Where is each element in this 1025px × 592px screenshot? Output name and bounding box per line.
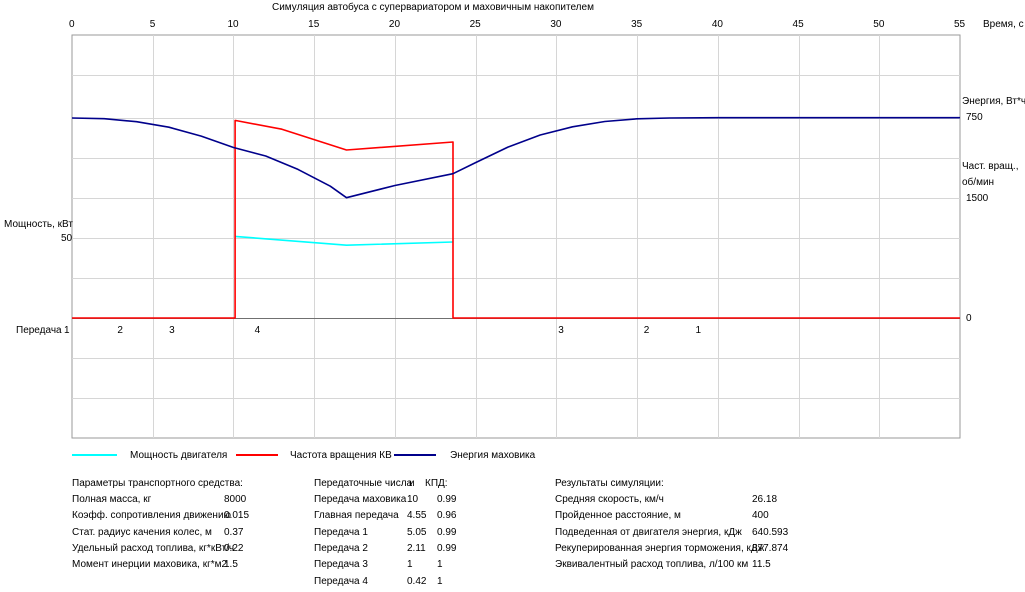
gear-mark: 3	[558, 325, 564, 336]
legend-speed-label: Частота вращения КВ	[290, 450, 392, 461]
param-value: 0.015	[224, 510, 250, 522]
gear-efficiency-value: 0.99	[437, 494, 457, 505]
legend-energy-label: Энергия маховика	[450, 450, 536, 461]
result-label: Пройденное расстояние, м	[555, 510, 681, 522]
gear-mark: 4	[254, 325, 261, 336]
gear-ratio-value: 10	[407, 494, 419, 505]
chart-title: Симуляция автобуса с супервариатором и м…	[272, 2, 594, 13]
x-tick-label: 10	[227, 19, 239, 30]
x-tick-label: 5	[149, 19, 156, 30]
right-axis-tick-0: 0	[966, 313, 972, 324]
results-title: Результаты симуляции:	[555, 478, 664, 489]
param-value: 0.22	[224, 542, 244, 554]
x-tick-label: 55	[954, 19, 966, 30]
x-tick-label: 25	[469, 19, 481, 30]
x-axis-label: Время, с	[983, 19, 1024, 30]
x-tick-label: 45	[792, 19, 804, 30]
result-label: Эквивалентный расход топлива, л/100 км	[555, 559, 749, 571]
result-label: Подведенная от двигателя энергия, кДж	[555, 526, 742, 538]
energy-axis-tick-750: 750	[966, 112, 983, 123]
gear-mark: 2	[643, 325, 650, 336]
energy-axis-label: Энергия, Вт*ч	[962, 96, 1025, 107]
speed-axis-label-line1: Част. вращ.,	[962, 161, 1019, 172]
gears-title: Передаточные числа	[314, 478, 413, 489]
speed-axis-tick-1500: 1500	[966, 193, 989, 204]
gear-mark: 3	[169, 325, 175, 336]
gear-ratio-value: 0.42	[407, 575, 427, 587]
left-axis-tick-50: 50	[61, 233, 73, 244]
gear-efficiency-value: 1	[437, 559, 443, 571]
gear-mark: 2	[117, 325, 123, 336]
gear-mark: 1	[695, 325, 701, 336]
x-tick-label: 20	[388, 19, 401, 30]
result-label: Рекуперированная энергия торможения, кДж	[555, 542, 765, 554]
result-value: 26.18	[752, 494, 778, 505]
gear-mark: 1	[64, 325, 70, 336]
series-layer	[71, 116, 960, 319]
gear-row-label: Передача	[16, 325, 62, 336]
param-value: 1.5	[224, 559, 238, 571]
x-tick-label: 35	[631, 19, 643, 30]
gear-ratio-value: 4.55	[407, 510, 427, 522]
gears-title-eff: КПД:	[425, 478, 448, 489]
x-tick-label: 30	[550, 19, 562, 30]
gear-ratio-label: Передача маховика	[314, 494, 407, 505]
x-tick-label: 50	[873, 19, 885, 30]
result-value: 11.5	[752, 559, 771, 571]
param-value: 0.37	[224, 526, 244, 538]
legend-energy-swatch	[394, 454, 436, 456]
legend-power-label: Мощность двигателя	[130, 450, 228, 461]
simulation-chart	[71, 34, 961, 439]
gear-ratio-label: Передача 1	[314, 526, 368, 538]
speed-axis-label-line2: об/мин	[962, 177, 995, 188]
gear-ratio-label: Главная передача	[314, 510, 399, 522]
legend-speed-swatch	[236, 454, 278, 456]
series-line-1	[72, 119, 960, 319]
result-value: 877.874	[752, 542, 789, 554]
gear-ratio-label: Передача 3	[314, 559, 368, 571]
gear-ratio-label: Передача 2	[314, 542, 368, 554]
gear-efficiency-value: 0.96	[437, 510, 457, 522]
series-line-0	[235, 235, 454, 246]
grid-lines	[71, 34, 961, 439]
param-label: Полная масса, кг	[72, 494, 152, 505]
plot-frame	[71, 34, 961, 439]
param-label: Стат. радиус качения колес, м	[72, 526, 212, 538]
gear-ratio-label: Передача 4	[314, 575, 368, 587]
param-value: 8000	[224, 494, 247, 505]
params-title: Параметры транспортного средства:	[72, 478, 243, 489]
result-label: Средняя скорость, км/ч	[555, 494, 664, 505]
x-tick-label: 15	[308, 19, 320, 30]
x-tick-label: 40	[711, 19, 723, 30]
gear-efficiency-value: 1	[437, 575, 443, 587]
result-value: 400	[752, 510, 769, 522]
left-axis-label: Мощность, кВт	[4, 219, 73, 230]
param-label: Момент инерции маховика, кг*м2	[72, 559, 228, 571]
gear-ratio-value: 2.11	[407, 542, 426, 554]
gear-efficiency-value: 0.99	[437, 542, 457, 554]
series-line-2	[71, 116, 960, 199]
gear-ratio-value: 1	[407, 559, 413, 571]
legend-power-swatch	[72, 454, 117, 456]
param-label: Удельный расход топлива, кг*кВт/ч	[72, 542, 235, 554]
x-tick-label: 0	[69, 19, 75, 30]
gears-title-and: и	[409, 478, 415, 489]
param-label: Коэфф. сопротивления движению	[72, 510, 232, 522]
gear-efficiency-value: 0.99	[437, 526, 457, 538]
gear-ratio-value: 5.05	[407, 526, 427, 538]
result-value: 640.593	[752, 526, 789, 538]
